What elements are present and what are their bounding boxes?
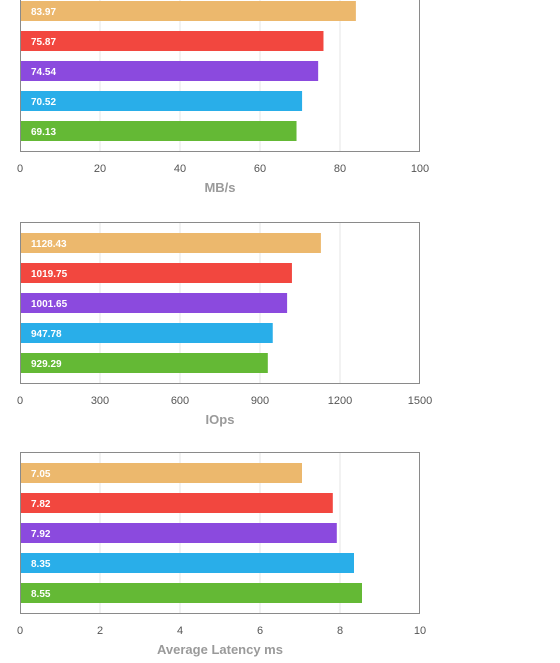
x-tick-label: 2 (97, 625, 103, 637)
x-tick-label: 1500 (408, 395, 432, 407)
bar (20, 323, 273, 343)
bar (20, 553, 354, 573)
x-tick-label: 0 (17, 625, 23, 637)
x-tick-label: 300 (91, 395, 109, 407)
bar (20, 61, 319, 81)
data-label: 75.87 (31, 37, 56, 48)
data-label: 7.92 (31, 529, 51, 540)
data-label: 8.35 (31, 559, 51, 570)
x-tick-label: 80 (334, 163, 346, 175)
bar (20, 583, 362, 603)
data-label: 1128.43 (31, 239, 67, 250)
data-label: 947.78 (31, 329, 62, 340)
bar (20, 263, 292, 283)
x-tick-label: 600 (171, 395, 189, 407)
x-tick-label: 900 (251, 395, 269, 407)
x-tick-label: 40 (174, 163, 186, 175)
x-tick-label: 0 (17, 163, 23, 175)
x-tick-label: 60 (254, 163, 266, 175)
bar (20, 463, 302, 483)
bar (20, 91, 303, 111)
x-tick-label: 1200 (328, 395, 352, 407)
bar (20, 121, 297, 141)
x-tick-label: 6 (257, 625, 263, 637)
data-label: 7.05 (31, 469, 51, 480)
data-label: 1001.65 (31, 299, 68, 310)
data-label: 7.82 (31, 499, 51, 510)
chart-panel-2: 1128.43 1019.75 1001.65 947.78 929.29 0 300 600… (17, 222, 432, 427)
plot-frame (20, 452, 420, 614)
x-tick-label: 8 (337, 625, 343, 637)
x-tick-label: 20 (94, 163, 106, 175)
data-label: 69.13 (31, 127, 56, 138)
data-label: 929.29 (31, 359, 62, 370)
bar (20, 353, 268, 373)
bar (20, 233, 321, 253)
data-label: 70.52 (31, 97, 56, 108)
x-tick-label: 10 (414, 625, 426, 637)
x-tick-label: 0 (17, 395, 23, 407)
x-tick-label: 100 (411, 163, 429, 175)
x-tick-label: 4 (177, 625, 183, 637)
data-label: 74.54 (31, 67, 56, 78)
plot-frame (20, 222, 420, 384)
bar (20, 31, 324, 51)
x-axis-title: IOps (206, 412, 235, 427)
chart-panel-1: 83.97 75.87 74.54 70.52 69.13 0 20 40 60 80 100 MB/… (17, 0, 429, 195)
bar (20, 493, 333, 513)
x-axis-title: Average Latency ms (157, 642, 283, 657)
x-axis-title: MB/s (204, 180, 235, 195)
chart-panel-3: 7.05 7.82 7.92 8.35 8.55 0 2 4 6 8 10 Average Laten… (17, 452, 426, 657)
data-label: 1019.75 (31, 269, 68, 280)
data-label: 83.97 (31, 7, 56, 18)
bar (20, 1, 356, 21)
plot-frame (20, 0, 420, 152)
data-label: 8.55 (31, 589, 51, 600)
bar (20, 293, 288, 313)
bar (20, 523, 337, 543)
